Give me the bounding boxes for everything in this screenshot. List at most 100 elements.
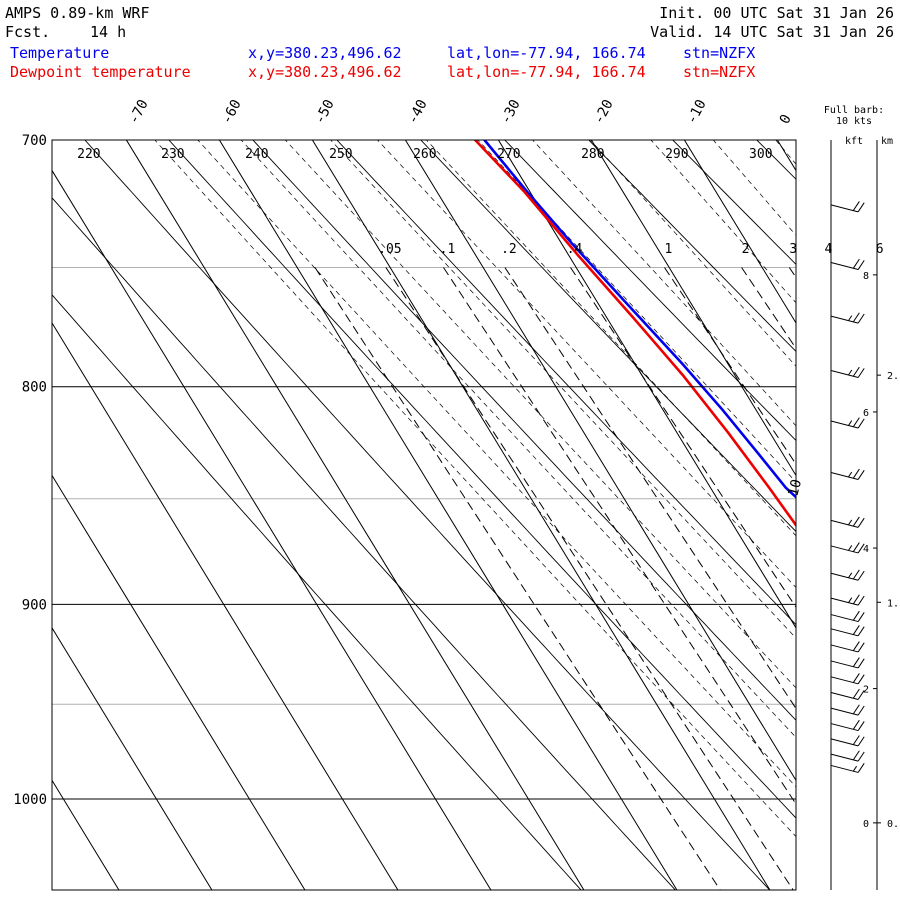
pressure-tick-label: 900 [22, 597, 47, 613]
wind-barb-flag [852, 735, 860, 745]
wind-barb [830, 417, 865, 429]
kft-label: 2 [863, 685, 869, 696]
dry-adiabat-line [84, 140, 771, 890]
wind-barb-staff [830, 315, 859, 324]
dry-adiabat-line [52, 294, 582, 890]
wind-barb-staff [830, 723, 859, 732]
wind-barb-staff [830, 644, 859, 653]
moist-adiabat-line [330, 140, 796, 639]
chart-labels: 700 800 900 1000 -70 -60 -50 -40 -30 -20 -10 0 10 220… [13, 97, 883, 808]
wind-barb-flag [857, 705, 865, 716]
wind-barb-halfflag [848, 572, 853, 579]
mixing-ratio-label: 3 [789, 242, 797, 257]
wind-barb [830, 750, 865, 762]
wind-barb-staff [830, 707, 859, 716]
wind-barb-staff [830, 420, 859, 429]
wind-barb-flag [857, 626, 865, 637]
isotherm-line [311, 140, 771, 890]
wind-barb [830, 201, 865, 213]
mixing-ratio-label: 4 [824, 242, 832, 257]
theta-label: 230 [161, 147, 184, 162]
wind-barb [830, 704, 865, 716]
moist-adiabats [154, 140, 796, 838]
isotherm-line [404, 140, 796, 782]
mixing-ratio-label: 6 [876, 242, 884, 257]
wind-barb-flag [852, 750, 860, 761]
wind-barb [830, 657, 865, 669]
header: AMPS 0.89-km WRF Fcst. 14 h Init. 00 UTC… [5, 4, 894, 81]
major-isobars [52, 139, 796, 800]
wind-barb-flag [852, 657, 860, 667]
wind-barb-staff [830, 204, 859, 213]
wind-barb [830, 763, 865, 773]
wind-barb [830, 673, 865, 685]
mixing-ratio-label: .1 [440, 242, 456, 257]
wind-barb-flag [852, 312, 860, 323]
temperature-legend: Temperature [10, 44, 109, 62]
wind-barb-flag [857, 260, 865, 270]
dry-adiabat-line [252, 140, 796, 721]
wind-barb [830, 516, 865, 528]
dry-adiabat-line [52, 197, 676, 890]
mixing-ratio-label: .4 [567, 242, 583, 257]
moist-adiabat-line [284, 140, 796, 689]
wind-barb-flag [857, 642, 865, 653]
wind-barb-halfflag [848, 369, 853, 376]
wind-barb-flag [857, 690, 865, 700]
wind-barb-flag [857, 570, 865, 581]
wind-barb-flag [852, 610, 860, 621]
wind-barb-staff [830, 628, 859, 637]
isotherm-line [218, 140, 678, 890]
temperature-xy: x,y=380.23,496.62 [248, 44, 402, 62]
wind-barb-flag [857, 418, 865, 429]
theta-label: 270 [497, 147, 520, 162]
wind-barb-staff [830, 692, 859, 701]
wind-barb-flag [852, 594, 860, 605]
wind-barb-flag [857, 763, 865, 773]
wind-barb-flag [852, 569, 860, 580]
isotherm-line [52, 779, 120, 890]
wind-barb-flag [857, 736, 865, 747]
moist-adiabat-line [775, 140, 796, 165]
wind-barb-flag [852, 417, 860, 428]
minor-isobars [52, 266, 796, 705]
moist-adiabat-line [477, 140, 796, 483]
wind-barb [830, 688, 865, 701]
isotherm-10-label: 10 [785, 478, 805, 498]
isotherms [52, 140, 796, 890]
wind-barb-flag [852, 366, 860, 377]
mixing-ratio-line [570, 267, 796, 609]
mixing-ratio-line [876, 268, 900, 900]
moist-adiabat-line [240, 140, 796, 738]
wind-barb-staff [830, 471, 859, 480]
wind-barb-staff [830, 753, 859, 762]
wind-barb [830, 719, 865, 732]
wind-barb-flag [857, 674, 865, 685]
plot-frame [51, 139, 797, 891]
isotherm-tick-label: -50 [312, 97, 338, 127]
moist-adiabat-line [377, 140, 796, 588]
dewpoint-legend: Dewpoint temperature [10, 63, 191, 81]
wind-barb-flag [857, 313, 865, 324]
mixing-ratio-label: .05 [378, 242, 401, 257]
wind-barb-staff [830, 262, 859, 271]
wind-barb [830, 641, 865, 653]
wind-barb-flag [852, 673, 860, 683]
dry-adiabat-line [168, 140, 796, 819]
pressure-tick-label: 800 [22, 380, 47, 396]
temperature-station: stn=NZFX [683, 44, 755, 62]
wind-barb [830, 594, 865, 606]
wind-barb-flag [857, 658, 865, 669]
dewpoint-profile-line [473, 140, 796, 528]
isotherm-tick-label: -60 [219, 97, 245, 127]
wind-barb-staff [830, 764, 859, 773]
moist-adiabat-line [197, 140, 796, 788]
km-unit-label: km [881, 136, 893, 147]
wind-barb-halfflag [848, 471, 853, 478]
mixing-ratio-line [314, 267, 721, 890]
wind-key-line1: Full barb: [824, 105, 884, 116]
wind-barb-flag [852, 688, 860, 699]
wind-barb-staff [830, 676, 859, 685]
wind-barb-halfflag [852, 765, 858, 772]
isotherm-line [52, 626, 213, 890]
